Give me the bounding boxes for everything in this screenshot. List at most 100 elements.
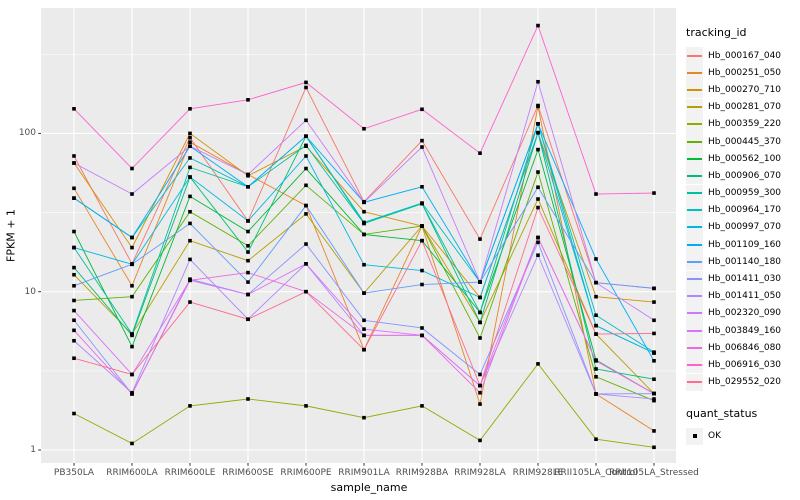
legend-item-label: Hb_000359_220 [708, 119, 782, 130]
data-point [362, 220, 366, 225]
data-point [478, 438, 482, 443]
line-swatch-icon [687, 140, 702, 143]
data-point [72, 107, 76, 111]
legend-key [686, 81, 703, 99]
legend-items: Hb_000167_040 Hb_000251_050 Hb_000270_710 H… [686, 47, 798, 391]
data-point [304, 289, 308, 294]
data-point [362, 327, 366, 331]
legend-key [686, 270, 703, 288]
data-point [188, 209, 192, 214]
y-tick-label: 10 [24, 286, 36, 297]
data-point [304, 242, 308, 246]
line-swatch-icon [687, 157, 702, 160]
data-point [72, 229, 76, 234]
data-point [362, 200, 366, 205]
line-swatch-icon [687, 278, 702, 281]
data-point [536, 104, 540, 109]
data-point [304, 262, 308, 266]
data-point [130, 344, 134, 349]
legend-item-label: Hb_000251_050 [708, 67, 782, 78]
data-point [362, 262, 366, 267]
data-point [652, 359, 656, 363]
data-point [304, 85, 308, 90]
data-point [478, 280, 482, 284]
data-point [130, 192, 134, 196]
data-point [652, 318, 656, 323]
data-point [304, 203, 308, 208]
data-point [130, 262, 134, 267]
data-point [362, 232, 366, 237]
x-tick-label: RRIM600SE [222, 468, 274, 478]
data-point [304, 404, 308, 408]
quant-legend-key [686, 427, 703, 445]
data-point [72, 283, 76, 288]
data-point [536, 240, 540, 245]
data-point [536, 121, 540, 126]
legend-item: Hb_006916_030 [686, 356, 798, 374]
legend-item-label: Hb_002320_090 [708, 308, 782, 319]
data-point [420, 145, 424, 149]
data-point [304, 183, 308, 188]
data-point [362, 291, 366, 295]
x-tick-label: RRIM928BA [395, 468, 449, 478]
data-point [188, 257, 192, 262]
y-axis-title: FPKM + 1 [4, 209, 18, 262]
x-tick-label: RRIM600PE [280, 468, 332, 478]
line-swatch-icon [687, 243, 702, 246]
data-point [478, 295, 482, 300]
legend-item-label: Hb_001109_160 [708, 239, 782, 250]
legend-item: Hb_000906_070 [686, 167, 798, 185]
legend-item-label: Hb_003849_160 [708, 325, 782, 336]
legend-key [686, 236, 703, 254]
y-tick-label: 100 [18, 128, 36, 139]
data-point [188, 194, 192, 199]
data-point [72, 411, 76, 416]
legend-item: Hb_000964_170 [686, 201, 798, 219]
data-point [188, 175, 192, 179]
data-point [188, 156, 192, 160]
data-point [130, 372, 134, 377]
line-swatch-icon [687, 192, 702, 195]
data-point [304, 80, 308, 85]
x-tick-label: RRII105LA_Control [554, 468, 638, 478]
legend-item-label: Hb_006916_030 [708, 359, 782, 370]
data-point [72, 298, 76, 303]
legend-key [686, 115, 703, 133]
data-point [420, 138, 424, 143]
data-point [536, 205, 540, 210]
data-point [478, 151, 482, 155]
data-point [72, 308, 76, 313]
data-point [478, 372, 482, 377]
data-point [304, 212, 308, 216]
data-point [130, 283, 134, 288]
y-tick-label: 1 [30, 445, 36, 455]
x-tick-label: RRIM901LA [338, 468, 390, 478]
data-point [652, 391, 656, 396]
data-point [594, 280, 598, 285]
data-point [362, 318, 366, 323]
data-point [420, 326, 424, 330]
legend-item: Hb_000445_370 [686, 133, 798, 151]
data-point [246, 219, 250, 223]
data-point [594, 392, 598, 396]
data-point [420, 201, 424, 205]
data-point [478, 390, 482, 395]
data-point [478, 402, 482, 406]
legend-item: Hb_000959_300 [686, 184, 798, 202]
legend-title: tracking_id [686, 26, 747, 39]
data-point [130, 332, 134, 336]
legend-key [686, 167, 703, 185]
data-point [130, 245, 134, 250]
legend-key [686, 47, 703, 65]
legend-item: Hb_000281_070 [686, 98, 798, 116]
data-point [652, 351, 656, 355]
legend-item: Hb_000359_220 [686, 115, 798, 133]
data-point [246, 317, 250, 322]
data-point [594, 437, 598, 442]
data-point [420, 333, 424, 338]
legend-key [686, 150, 703, 168]
data-point [652, 397, 656, 401]
x-tick-label: RRIM600LE [164, 468, 216, 478]
legend-key [686, 201, 703, 219]
data-point [420, 282, 424, 287]
